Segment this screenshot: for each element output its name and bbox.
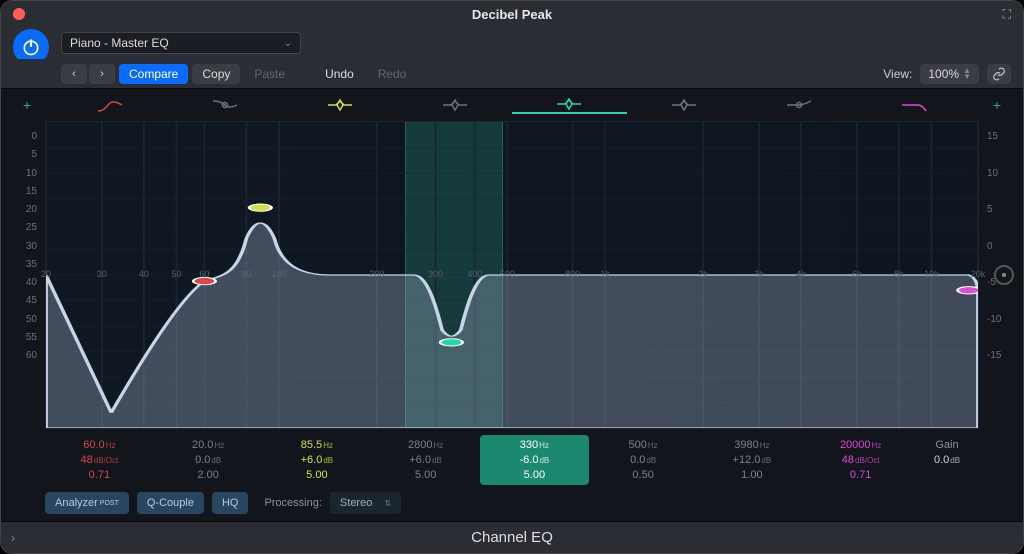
view-label: View: xyxy=(883,67,912,81)
band-q[interactable]: 2.00 xyxy=(197,469,218,481)
band-type-button[interactable] xyxy=(627,96,742,114)
y-axis-left: 051015202530354045505560 xyxy=(5,131,41,361)
paste-button[interactable]: Paste xyxy=(244,64,295,84)
chevron-down-icon: ⌄ xyxy=(284,38,292,49)
band-param-column[interactable]: 20.0Hz 0.0dB 2.00 xyxy=(154,435,263,485)
y-axis-right: 151050-5-10-15 xyxy=(983,131,1019,361)
toolbar-actions-row: ‹ › Compare Copy Paste Undo Redo View: 1… xyxy=(1,59,1023,89)
hq-button[interactable]: HQ xyxy=(212,492,249,514)
master-gain-column: Gain0.0dB xyxy=(915,435,979,485)
band-q[interactable]: 5.00 xyxy=(306,469,327,481)
link-button[interactable] xyxy=(987,64,1011,84)
band-gain[interactable]: +6.0dB xyxy=(409,454,442,466)
band-freq[interactable]: 20.0Hz xyxy=(192,439,224,451)
stepper-arrows-icon: ⇅ xyxy=(384,499,391,508)
preset-name: Piano - Master EQ xyxy=(70,36,169,50)
band-q[interactable]: 5.00 xyxy=(415,469,436,481)
band-param-column[interactable]: 2800Hz +6.0dB 5.00 xyxy=(371,435,480,485)
band-q[interactable]: 0.71 xyxy=(850,469,871,481)
band-q[interactable]: 5.00 xyxy=(524,469,545,481)
band-param-column[interactable]: 60.0Hz 48dB/Oct 0.71 xyxy=(45,435,154,485)
add-band-left-button[interactable]: + xyxy=(23,97,31,113)
zoom-stepper[interactable]: 100% ▲▼ xyxy=(920,64,979,84)
band-q[interactable]: 0.50 xyxy=(632,469,653,481)
band-param-column[interactable]: 330Hz -6.0dB 5.00 xyxy=(480,435,589,485)
band-gain[interactable]: -6.0dB xyxy=(519,454,549,466)
master-gain-knob[interactable] xyxy=(994,265,1014,285)
prev-preset-button[interactable]: ‹ xyxy=(61,64,87,84)
band-gain[interactable]: 48dB/Oct xyxy=(81,454,119,466)
titlebar: Decibel Peak ⛶ xyxy=(1,1,1023,27)
plugin-name: Channel EQ xyxy=(471,529,553,546)
band-params-row: 60.0Hz 48dB/Oct 0.71 20.0Hz 0.0dB 2.00 85.5Hz +… xyxy=(1,429,1023,485)
band-type-button[interactable] xyxy=(856,96,971,114)
band-type-button[interactable] xyxy=(168,96,283,114)
stepper-arrows-icon: ▲▼ xyxy=(963,68,971,80)
band-type-button[interactable] xyxy=(283,96,398,114)
next-preset-button[interactable]: › xyxy=(89,64,115,84)
plugin-window: Decibel Peak ⛶ Piano - Master EQ ⌄ ‹ › C… xyxy=(0,0,1024,554)
close-window-button[interactable] xyxy=(13,8,25,20)
band-gain[interactable]: 48dB/Oct xyxy=(842,454,880,466)
bottom-controls: AnalyzerPOST Q-Couple HQ Processing: Ste… xyxy=(1,485,1023,521)
compare-button[interactable]: Compare xyxy=(119,64,188,84)
band-freq[interactable]: 330Hz xyxy=(520,439,549,451)
preset-dropdown[interactable]: Piano - Master EQ ⌄ xyxy=(61,32,301,54)
band-type-button[interactable] xyxy=(742,96,857,114)
redo-button[interactable]: Redo xyxy=(368,64,417,84)
copy-button[interactable]: Copy xyxy=(192,64,240,84)
footer-expand-button[interactable]: › xyxy=(11,531,15,545)
add-band-right-button[interactable]: + xyxy=(993,97,1001,113)
master-gain-value[interactable]: 0.0dB xyxy=(934,454,960,466)
q-couple-button[interactable]: Q-Couple xyxy=(137,492,204,514)
band-type-button[interactable] xyxy=(512,96,627,114)
band-gain[interactable]: +12.0dB xyxy=(733,454,772,466)
eq-graph[interactable]: 2030405060801002003004005008001k2k3k4k6k… xyxy=(45,121,979,429)
band-q[interactable]: 1.00 xyxy=(741,469,762,481)
band-q[interactable]: 0.71 xyxy=(89,469,110,481)
band-gain[interactable]: +6.0dB xyxy=(301,454,334,466)
toolbar-preset-row: Piano - Master EQ ⌄ xyxy=(1,27,1023,59)
band-param-column[interactable]: 3980Hz +12.0dB 1.00 xyxy=(698,435,807,485)
band-freq[interactable]: 60.0Hz xyxy=(83,439,115,451)
footer: › Channel EQ xyxy=(1,521,1023,553)
band-type-button[interactable] xyxy=(53,96,168,114)
processing-select[interactable]: Stereo ⇅ xyxy=(330,492,401,514)
processing-label: Processing: xyxy=(264,497,321,509)
band-gain[interactable]: 0.0dB xyxy=(195,454,221,466)
eq-body: + + 051015202530354045505560 151050-5-10… xyxy=(1,89,1023,521)
band-gain[interactable]: 0.0dB xyxy=(630,454,656,466)
window-title: Decibel Peak xyxy=(472,7,552,22)
undo-button[interactable]: Undo xyxy=(315,64,364,84)
band-type-button[interactable] xyxy=(397,96,512,114)
analyzer-button[interactable]: AnalyzerPOST xyxy=(45,492,129,514)
band-freq[interactable]: 85.5Hz xyxy=(301,439,333,451)
band-param-column[interactable]: 85.5Hz +6.0dB 5.00 xyxy=(263,435,372,485)
band-freq[interactable]: 3980Hz xyxy=(734,439,769,451)
band-param-column[interactable]: 500Hz 0.0dB 0.50 xyxy=(589,435,698,485)
expand-icon[interactable]: ⛶ xyxy=(1003,7,1011,22)
band-freq[interactable]: 20000Hz xyxy=(840,439,881,451)
band-type-row: + + xyxy=(1,89,1023,121)
band-param-column[interactable]: 20000Hz 48dB/Oct 0.71 xyxy=(806,435,915,485)
band-freq[interactable]: 500Hz xyxy=(629,439,658,451)
band-freq[interactable]: 2800Hz xyxy=(408,439,443,451)
